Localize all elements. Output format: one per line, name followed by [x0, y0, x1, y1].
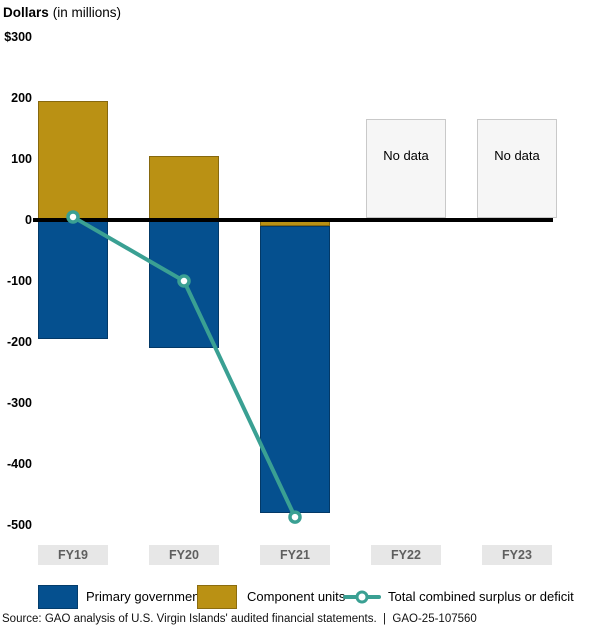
y-axis-tick-label: -400 — [6, 457, 32, 471]
source-note: Source: GAO analysis of U.S. Virgin Isla… — [2, 613, 477, 625]
no-data-box-fy23: No data — [477, 119, 557, 218]
y-axis-tick-label: 200 — [11, 91, 32, 105]
x-axis-tick-fy22: FY22 — [371, 545, 441, 565]
chart-title-bold: Dollars — [3, 5, 49, 20]
legend-open-circle-icon — [355, 590, 369, 604]
x-axis-tick-fy19: FY19 — [38, 545, 108, 565]
legend-label-total-combined: Total combined surplus or deficit — [388, 589, 574, 604]
y-axis-tick-label: -200 — [6, 335, 32, 349]
chart-title: Dollars (in millions) — [3, 5, 121, 20]
x-axis-tick-fy20: FY20 — [149, 545, 219, 565]
y-axis-tick-label: 0 — [25, 213, 32, 227]
legend: Primary government Component units Total… — [0, 585, 600, 611]
bar-segment-component_units-fy19 — [38, 101, 108, 220]
y-axis-tick-label: 100 — [11, 152, 32, 166]
y-axis-tick-label: $300 — [4, 30, 32, 44]
no-data-label: No data — [494, 148, 540, 164]
chart-title-units: (in millions) — [52, 5, 122, 20]
legend-swatch-component-units — [197, 585, 237, 609]
legend-line-marker-icon — [343, 590, 381, 604]
no-data-label: No data — [383, 148, 429, 164]
legend-label-component-units: Component units — [247, 589, 346, 604]
y-axis-tick-label: -500 — [6, 518, 32, 532]
y-axis-tick-label: -100 — [6, 274, 32, 288]
legend-swatch-primary-government — [38, 585, 78, 609]
x-axis-tick-fy23: FY23 — [482, 545, 552, 565]
y-axis-tick-label: -300 — [6, 396, 32, 410]
legend-label-primary-government: Primary government — [86, 589, 204, 604]
no-data-box-fy22: No data — [366, 119, 446, 218]
x-axis-tick-fy21: FY21 — [260, 545, 330, 565]
